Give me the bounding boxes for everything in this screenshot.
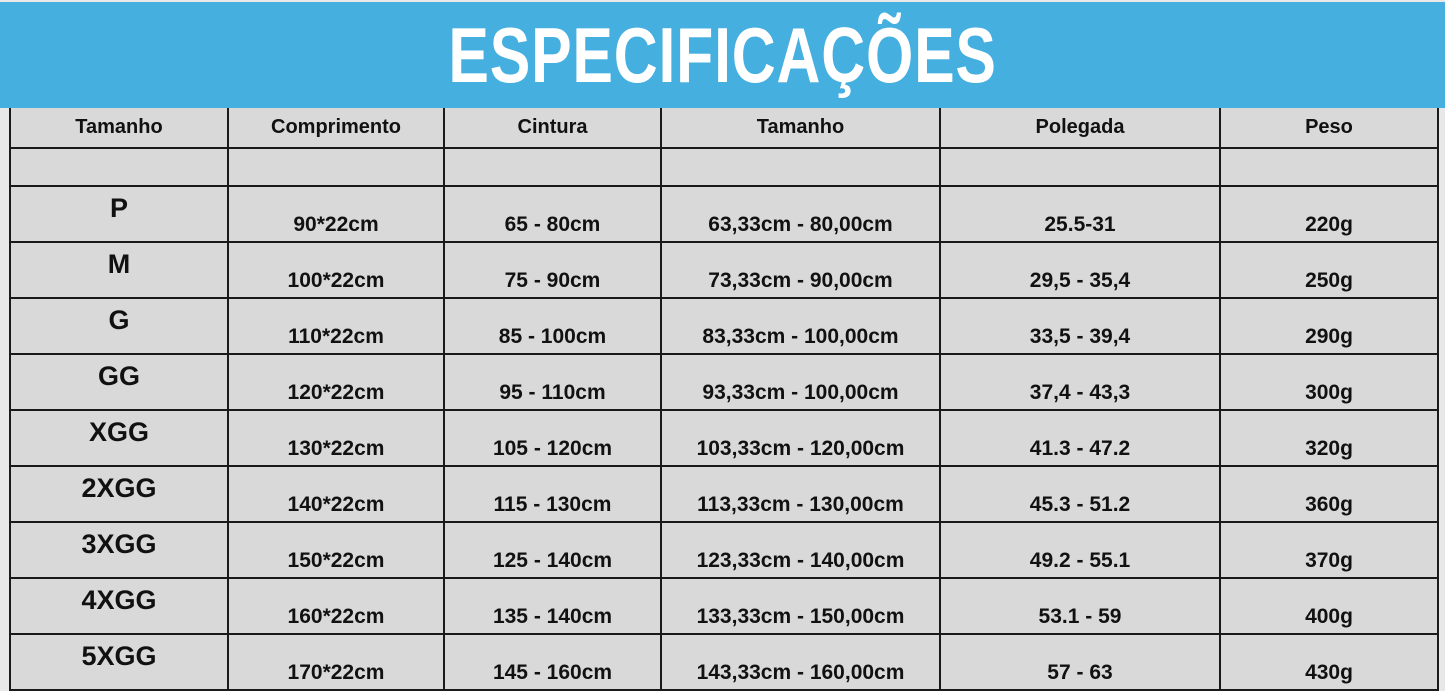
length-cell: 160*22cm bbox=[227, 577, 445, 635]
length-cell: 150*22cm bbox=[227, 521, 445, 579]
empty-row bbox=[9, 147, 1439, 187]
column-header: Comprimento bbox=[227, 108, 445, 149]
length-cell: 110*22cm bbox=[227, 297, 445, 355]
inch-cell: 49.2 - 55.1 bbox=[939, 521, 1221, 579]
size-range-cell: 73,33cm - 90,00cm bbox=[660, 241, 941, 299]
size-cell: 3XGG bbox=[9, 521, 229, 579]
length-cell: 100*22cm bbox=[227, 241, 445, 299]
inch-cell: 37,4 - 43,3 bbox=[939, 353, 1221, 411]
table-row: XGG 130*22cm 105 - 120cm 103,33cm - 120,00c… bbox=[9, 409, 1439, 467]
inch-cell: 29,5 - 35,4 bbox=[939, 241, 1221, 299]
waist-cell: 95 - 110cm bbox=[443, 353, 662, 411]
table-row: P 90*22cm 65 - 80cm 63,33cm - 80,00cm 25.5-3… bbox=[9, 185, 1439, 243]
size-cell: GG bbox=[9, 353, 229, 411]
weight-cell: 290g bbox=[1219, 297, 1439, 355]
waist-cell: 135 - 140cm bbox=[443, 577, 662, 635]
waist-cell: 145 - 160cm bbox=[443, 633, 662, 691]
waist-cell: 105 - 120cm bbox=[443, 409, 662, 467]
length-cell: 140*22cm bbox=[227, 465, 445, 523]
length-cell: 120*22cm bbox=[227, 353, 445, 411]
weight-cell: 220g bbox=[1219, 185, 1439, 243]
table-row: 2XGG 140*22cm 115 - 130cm 113,33cm - 130,00… bbox=[9, 465, 1439, 523]
size-range-cell: 143,33cm - 160,00cm bbox=[660, 633, 941, 691]
inch-cell: 41.3 - 47.2 bbox=[939, 409, 1221, 467]
weight-cell: 300g bbox=[1219, 353, 1439, 411]
weight-cell: 250g bbox=[1219, 241, 1439, 299]
header-row: Tamanho Comprimento Cintura Tamanho Polegada… bbox=[9, 108, 1439, 149]
table-row: 3XGG 150*22cm 125 - 140cm 123,33cm - 140,00… bbox=[9, 521, 1439, 579]
waist-cell: 75 - 90cm bbox=[443, 241, 662, 299]
size-range-cell: 83,33cm - 100,00cm bbox=[660, 297, 941, 355]
length-cell: 130*22cm bbox=[227, 409, 445, 467]
waist-cell: 125 - 140cm bbox=[443, 521, 662, 579]
length-cell: 90*22cm bbox=[227, 185, 445, 243]
weight-cell: 360g bbox=[1219, 465, 1439, 523]
waist-cell: 65 - 80cm bbox=[443, 185, 662, 243]
size-cell: 2XGG bbox=[9, 465, 229, 523]
size-cell: M bbox=[9, 241, 229, 299]
size-cell: XGG bbox=[9, 409, 229, 467]
size-range-cell: 123,33cm - 140,00cm bbox=[660, 521, 941, 579]
column-header: Polegada bbox=[939, 108, 1221, 149]
weight-cell: 400g bbox=[1219, 577, 1439, 635]
table-row: G 110*22cm 85 - 100cm 83,33cm - 100,00cm 33,… bbox=[9, 297, 1439, 355]
size-range-cell: 113,33cm - 130,00cm bbox=[660, 465, 941, 523]
waist-cell: 85 - 100cm bbox=[443, 297, 662, 355]
column-header: Cintura bbox=[443, 108, 662, 149]
size-cell: 5XGG bbox=[9, 633, 229, 691]
size-cell: G bbox=[9, 297, 229, 355]
column-header: Tamanho bbox=[9, 108, 229, 149]
column-header: Peso bbox=[1219, 108, 1439, 149]
inch-cell: 25.5-31 bbox=[939, 185, 1221, 243]
inch-cell: 57 - 63 bbox=[939, 633, 1221, 691]
page-title: ESPECIFICAÇÕES bbox=[448, 11, 997, 99]
weight-cell: 320g bbox=[1219, 409, 1439, 467]
table-row: 5XGG 170*22cm 145 - 160cm 143,33cm - 160,00… bbox=[9, 633, 1439, 691]
column-header: Tamanho bbox=[660, 108, 941, 149]
size-cell: 4XGG bbox=[9, 577, 229, 635]
size-range-cell: 103,33cm - 120,00cm bbox=[660, 409, 941, 467]
size-range-cell: 63,33cm - 80,00cm bbox=[660, 185, 941, 243]
length-cell: 170*22cm bbox=[227, 633, 445, 691]
weight-cell: 370g bbox=[1219, 521, 1439, 579]
size-chart-table: Tamanho Comprimento Cintura Tamanho Polegada… bbox=[9, 108, 1439, 691]
weight-cell: 430g bbox=[1219, 633, 1439, 691]
size-cell: P bbox=[9, 185, 229, 243]
waist-cell: 115 - 130cm bbox=[443, 465, 662, 523]
title-banner: ESPECIFICAÇÕES bbox=[0, 2, 1445, 108]
table-row: 4XGG 160*22cm 135 - 140cm 133,33cm - 150,00… bbox=[9, 577, 1439, 635]
inch-cell: 33,5 - 39,4 bbox=[939, 297, 1221, 355]
table-row: M 100*22cm 75 - 90cm 73,33cm - 90,00cm 29,5 … bbox=[9, 241, 1439, 299]
inch-cell: 53.1 - 59 bbox=[939, 577, 1221, 635]
size-range-cell: 133,33cm - 150,00cm bbox=[660, 577, 941, 635]
table-row: GG 120*22cm 95 - 110cm 93,33cm - 100,00cm 37… bbox=[9, 353, 1439, 411]
inch-cell: 45.3 - 51.2 bbox=[939, 465, 1221, 523]
size-range-cell: 93,33cm - 100,00cm bbox=[660, 353, 941, 411]
